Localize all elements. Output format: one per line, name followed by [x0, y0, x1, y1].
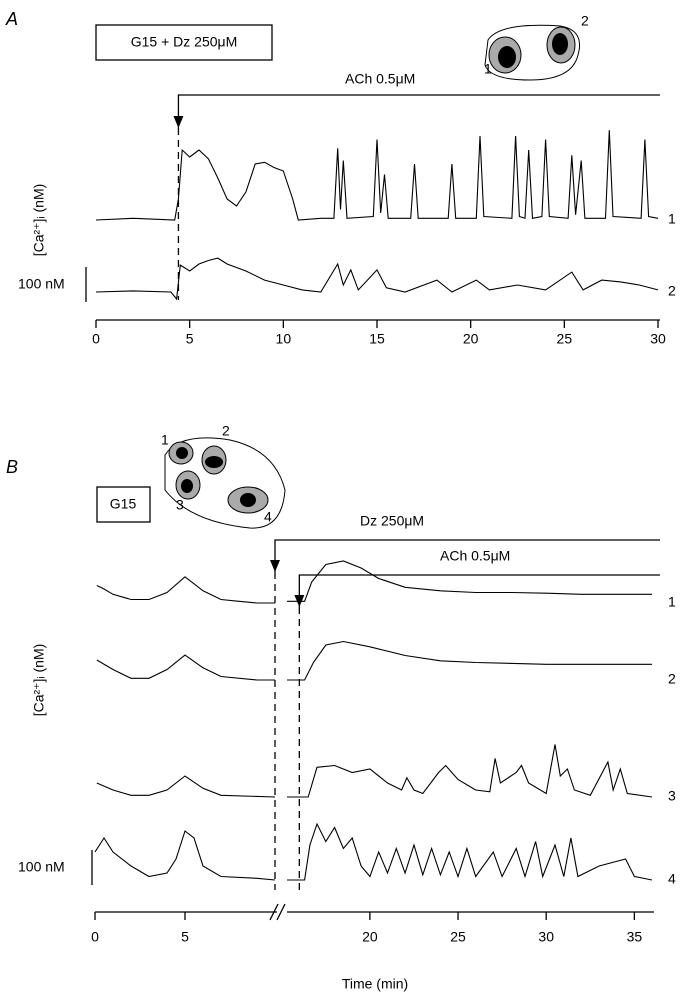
- trace-label: 2: [668, 283, 676, 299]
- scale-bar-label: 100 nM: [18, 276, 65, 292]
- axis-break: [276, 903, 286, 921]
- trace-label: 1: [668, 211, 676, 227]
- x-tick-label: 30: [538, 929, 554, 945]
- x-tick-label: 25: [450, 929, 466, 945]
- annotation-label: ACh 0.5μM: [345, 71, 415, 87]
- x-axis-label: Time (min): [342, 976, 408, 992]
- trace: [94, 822, 653, 881]
- x-tick-label: 25: [557, 331, 573, 347]
- arrow-head: [270, 560, 280, 572]
- trace: [95, 130, 659, 221]
- x-tick-label: 20: [463, 331, 479, 347]
- trace: [96, 560, 652, 604]
- annotation-arrow: [298, 574, 660, 607]
- x-tick-label: 0: [91, 929, 99, 945]
- condition-label: G15 + Dz 250μM: [131, 34, 238, 50]
- condition-box: [96, 486, 151, 523]
- scale-bar-label: 100 nM: [18, 859, 65, 875]
- condition-label: G15: [110, 496, 137, 512]
- trace: [96, 640, 652, 681]
- cell-diagram: [164, 437, 286, 529]
- x-tick-label: 10: [276, 331, 292, 347]
- panel-letter: B: [6, 457, 18, 477]
- trace: [95, 257, 659, 301]
- trace-label: 2: [668, 671, 676, 687]
- cell-label: 3: [176, 497, 184, 513]
- cell-label: 2: [222, 423, 230, 439]
- panel-letter: A: [5, 9, 18, 29]
- x-tick-label: 30: [650, 331, 666, 347]
- trace-label: 4: [668, 871, 676, 887]
- annotation-label: Dz 250μM: [360, 513, 424, 529]
- condition-box: [95, 24, 273, 61]
- cell-label: 2: [581, 13, 589, 29]
- y-axis-label: [Ca²⁺]ᵢ (nM): [31, 184, 47, 257]
- x-tick-label: 35: [627, 929, 643, 945]
- x-tick-label: 5: [181, 929, 189, 945]
- axis-break: [269, 903, 279, 921]
- annotation-arrow: [177, 94, 660, 128]
- x-tick-label: 0: [92, 331, 100, 347]
- trace-label: 1: [668, 594, 676, 610]
- trace: [96, 744, 653, 798]
- cell-label: 4: [264, 509, 272, 525]
- annotation-label: ACh 0.5μM: [440, 548, 510, 564]
- cell-label: 1: [484, 61, 492, 77]
- x-tick-label: 5: [186, 331, 194, 347]
- y-axis-label: [Ca²⁺]ᵢ (nM): [31, 644, 47, 717]
- cell-label: 1: [161, 432, 169, 448]
- trace-label: 3: [668, 788, 676, 804]
- arrow-head: [173, 116, 184, 128]
- x-tick-label: 20: [362, 929, 378, 945]
- cell-diagram: [484, 24, 580, 81]
- x-tick-label: 15: [369, 331, 385, 347]
